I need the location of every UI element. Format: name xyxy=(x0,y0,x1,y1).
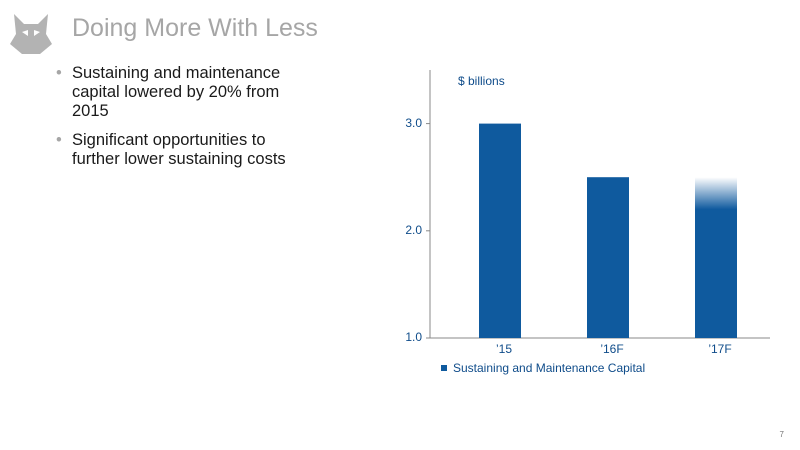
slide-title: Doing More With Less xyxy=(72,14,318,42)
x-tick-label: ’15 xyxy=(496,342,512,356)
page-number: 7 xyxy=(779,430,784,439)
legend-swatch xyxy=(441,365,447,371)
bar xyxy=(479,123,521,338)
x-tick-label: ’16F xyxy=(600,342,623,356)
y-tick-label: 1.0 xyxy=(405,330,422,344)
bar xyxy=(695,177,737,338)
y-tick-label: 3.0 xyxy=(405,116,422,130)
logo xyxy=(10,14,52,54)
y-tick-label: 2.0 xyxy=(405,223,422,237)
y-axis-label: $ billions xyxy=(458,74,505,88)
bullet: Significant opportunities to further low… xyxy=(52,131,317,169)
legend-label: Sustaining and Maintenance Capital xyxy=(453,361,645,375)
bullet-list: Sustaining and maintenance capital lower… xyxy=(52,64,317,179)
bar xyxy=(587,177,629,338)
x-tick-label: ’17F xyxy=(708,342,731,356)
bullet: Sustaining and maintenance capital lower… xyxy=(52,64,317,121)
